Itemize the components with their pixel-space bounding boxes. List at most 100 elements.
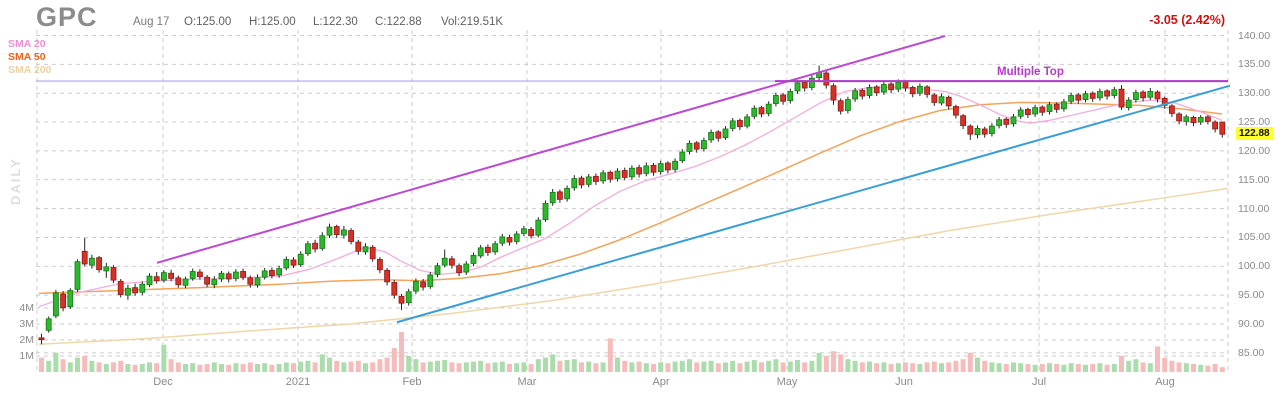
month-label: Mar — [517, 376, 537, 388]
volume-bar — [593, 363, 599, 372]
month-label: Aug — [1155, 376, 1175, 388]
candle-up — [1111, 89, 1118, 96]
candle-up — [67, 290, 74, 308]
candle-down — [1176, 113, 1182, 122]
volume-bar — [435, 360, 440, 372]
price-tick-label: 85.00 — [1238, 346, 1265, 359]
legend-sma50[interactable]: SMA 50 — [8, 51, 46, 63]
candle-down — [1025, 108, 1031, 115]
candle-up — [477, 247, 484, 257]
candle-down — [38, 337, 45, 340]
candle-down — [931, 94, 938, 103]
candle-up — [809, 77, 815, 88]
candle-up — [787, 91, 794, 102]
volume-bar — [276, 364, 282, 372]
volume-bar — [197, 364, 203, 372]
volume-bar — [1097, 363, 1103, 372]
volume-bar — [370, 362, 376, 372]
volume-bar — [53, 352, 59, 372]
candle-up — [938, 96, 945, 104]
candle-down — [60, 293, 66, 309]
volume-bar — [550, 354, 556, 372]
candle-up — [211, 279, 218, 286]
candle-up — [492, 243, 499, 253]
volume-bar — [334, 360, 340, 372]
candle-up — [672, 160, 678, 170]
candle-up — [1125, 99, 1132, 109]
volume-bar — [1205, 365, 1211, 372]
volume-bar — [852, 360, 858, 372]
candle-up — [729, 120, 736, 129]
price-tick-label: 115.00 — [1238, 173, 1270, 186]
volume-bar — [960, 359, 966, 372]
candle-up — [852, 90, 858, 100]
candle-down — [650, 164, 657, 173]
volume-bar — [665, 363, 671, 372]
candle-up — [1133, 92, 1139, 100]
candle-up — [1147, 91, 1154, 98]
month-label: Jun — [895, 376, 913, 388]
volume-bar — [471, 361, 476, 372]
candle-down — [1003, 118, 1010, 125]
volume-bar — [924, 362, 930, 372]
candle-up — [125, 287, 131, 296]
candle-down — [909, 87, 916, 95]
volume-bar — [427, 361, 433, 372]
legend-sma200[interactable]: SMA 200 — [8, 64, 52, 76]
volume-bar — [795, 360, 800, 372]
candle-down — [967, 125, 974, 135]
volume-bar — [636, 361, 642, 372]
candle-down — [384, 269, 391, 283]
volume-bar — [1054, 364, 1060, 372]
candle-down — [290, 259, 297, 266]
volume-bar — [96, 362, 102, 372]
volume-bar — [730, 360, 736, 372]
candle-down — [355, 241, 362, 252]
candle-up — [765, 103, 772, 114]
volume-bar — [766, 360, 772, 372]
candle-up — [45, 318, 52, 331]
volume-bar — [787, 361, 793, 372]
open-value: O:125.00 — [184, 16, 232, 28]
volume-bar — [406, 356, 412, 372]
month-label: 2021 — [285, 376, 311, 388]
volume-bar — [1039, 364, 1045, 372]
volume-bar — [1119, 356, 1124, 372]
volume-bar — [283, 362, 289, 372]
volume-bar — [463, 362, 469, 372]
volume-bar — [715, 363, 721, 372]
candle-down — [578, 177, 585, 186]
volume-bar — [211, 362, 217, 372]
candle-down — [758, 107, 765, 115]
candle-down — [593, 175, 599, 182]
volume-bar — [291, 363, 296, 372]
candle-down — [132, 287, 139, 294]
candle-up — [1017, 109, 1024, 117]
volume-bar — [823, 356, 829, 372]
candle-up — [708, 132, 714, 141]
multiple-top-annotation[interactable]: Multiple Top — [997, 66, 1064, 78]
price-change-badge: -3.05 (2.42%) — [1149, 13, 1225, 27]
volume-bar — [543, 357, 548, 372]
volume-bar — [492, 362, 498, 372]
volume-bar — [204, 364, 210, 372]
volume-bar — [1191, 364, 1196, 372]
volume-bar — [363, 363, 368, 372]
candle-down — [398, 295, 405, 304]
price-tick-label: 135.00 — [1238, 58, 1271, 71]
legend-sma20[interactable]: SMA 20 — [8, 38, 46, 50]
volume-bar — [1075, 364, 1081, 372]
volume-bar — [607, 338, 613, 372]
candle-down — [715, 131, 722, 139]
volume-bar — [1169, 360, 1175, 372]
volume-bar — [946, 362, 952, 372]
candle-down — [117, 280, 124, 295]
volume-bar — [859, 362, 865, 372]
volume-bar — [219, 364, 224, 372]
candle-up — [542, 203, 549, 220]
candle-down — [247, 277, 254, 285]
candle-down — [1219, 121, 1226, 135]
volume-tick-label: 3M — [19, 318, 34, 330]
candle-up — [319, 235, 326, 249]
